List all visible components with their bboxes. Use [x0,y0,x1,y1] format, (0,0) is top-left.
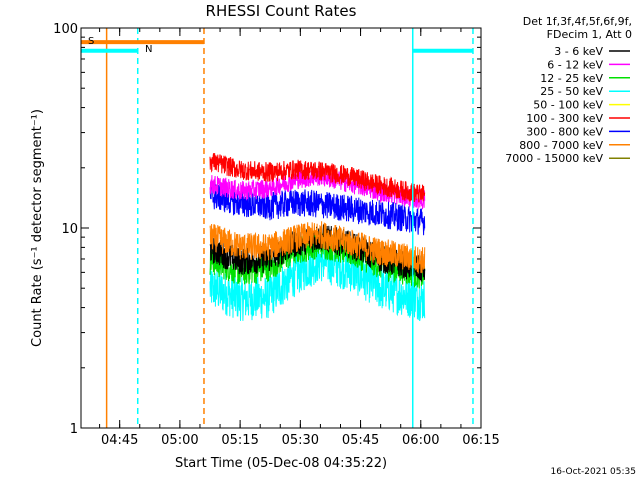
legend-header-line-1: Det 1f,3f,4f,5f,6f,9f, [523,15,632,28]
footer-timestamp: 16-Oct-2021 05:35 [551,467,636,477]
data-series-layer [209,153,426,322]
series-trace-3 [209,240,426,322]
band-label-s: S [88,36,94,47]
legend-entry-8: 7000 - 15000 keV [505,152,603,165]
chart-title: RHESSI Count Rates [206,2,357,20]
series-trace-6 [209,183,426,236]
legend-header-line-2: FDecim 1, Att 0 [547,28,632,41]
y-axis-label: Count Rate (s⁻¹ detector segment⁻¹) [30,109,45,347]
x-tick-label-0: 04:45 [101,433,138,448]
x-axis-label: Start Time (05-Dec-08 04:35:22) [175,456,387,471]
legend-entry-4: 50 - 100 keV [533,99,603,112]
y-tick-label-1: 10 [61,222,78,237]
legend: Det 1f,3f,4f,5f,6f,9f, FDecim 1, Att 0 3… [505,15,632,165]
band-label-n: N [145,44,152,55]
legend-entry-6: 300 - 800 keV [526,125,603,138]
x-tick-label-6: 06:15 [462,433,499,448]
x-tick-label-4: 05:45 [342,433,379,448]
y-tick-label-2: 100 [53,22,78,37]
x-tick-label-5: 06:00 [402,433,439,448]
legend-entry-0: 3 - 6 keV [554,45,603,58]
plot-frame [80,27,482,429]
x-tick-label-1: 05:00 [161,433,198,448]
legend-entry-2: 12 - 25 keV [540,72,603,85]
x-tick-label-3: 05:30 [282,433,319,448]
axis-ticks: 04:45 05:00 05:15 05:30 05:45 06:00 06:15 1 10 10… [53,22,500,448]
x-tick-label-2: 05:15 [221,433,258,448]
series-trace-7 [209,221,426,274]
y-tick-label-0: 1 [70,422,78,437]
legend-entry-1: 6 - 12 keV [547,58,603,71]
time-interval-markers: SN [81,28,474,428]
legend-entry-5: 100 - 300 keV [526,112,603,125]
series-trace-5 [209,153,426,203]
legend-entry-3: 25 - 50 keV [540,85,603,98]
legend-entry-7: 800 - 7000 keV [519,139,603,152]
